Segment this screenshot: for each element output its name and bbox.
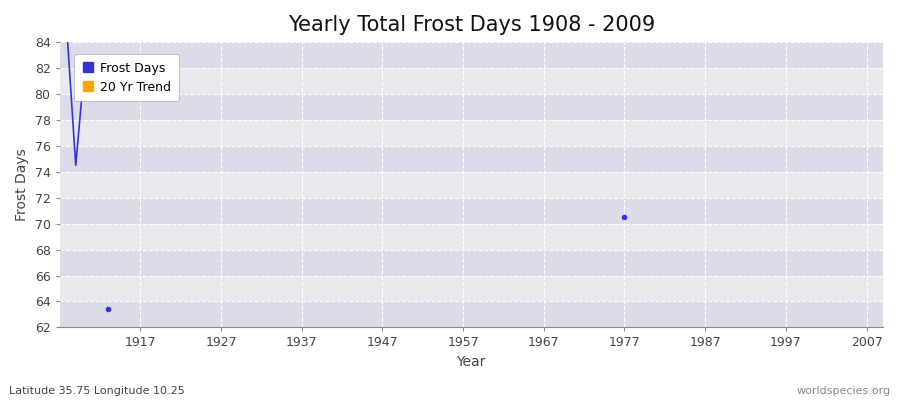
Bar [59, 42, 883, 68]
Bar [59, 94, 883, 120]
X-axis label: Year: Year [456, 355, 486, 369]
Bar [59, 276, 883, 302]
Bar [59, 146, 883, 172]
Bar [59, 68, 883, 94]
Legend: Frost Days, 20 Yr Trend: Frost Days, 20 Yr Trend [74, 54, 179, 101]
Bar [59, 250, 883, 276]
Text: Latitude 35.75 Longitude 10.25: Latitude 35.75 Longitude 10.25 [9, 386, 184, 396]
Bar [59, 198, 883, 224]
Text: worldspecies.org: worldspecies.org [796, 386, 891, 396]
Bar [59, 302, 883, 328]
Bar [59, 120, 883, 146]
Bar [59, 224, 883, 250]
Bar [59, 172, 883, 198]
Y-axis label: Frost Days: Frost Days [15, 148, 29, 221]
Title: Yearly Total Frost Days 1908 - 2009: Yearly Total Frost Days 1908 - 2009 [287, 15, 655, 35]
